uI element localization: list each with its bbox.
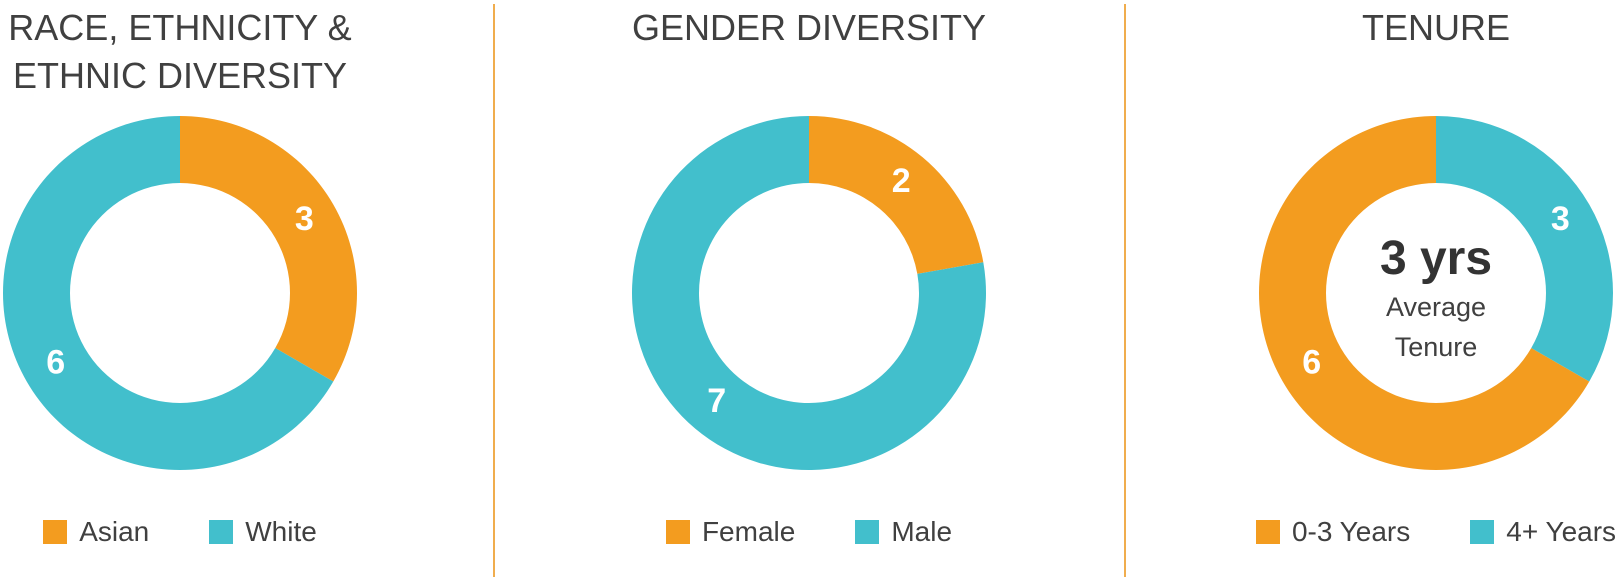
center-label: 3 yrs: [1379, 232, 1493, 285]
legend-label: Male: [891, 516, 953, 547]
slice-label: 2: [892, 162, 911, 200]
donut-slice: [809, 116, 984, 274]
donut-slice: [3, 116, 334, 470]
legend-label: Female: [701, 516, 796, 547]
legend-label: Asian: [79, 516, 150, 547]
legend-item: Male: [855, 516, 952, 548]
legend-swatch: [43, 520, 68, 544]
legend: Asian White: [0, 516, 390, 548]
donut-slice: [1436, 115, 1614, 382]
legend-swatch: [855, 520, 880, 544]
slice-label: 7: [707, 382, 726, 420]
center-annotation: 3 yrs Average Tenure: [1336, 231, 1536, 367]
legend-label: 4+ Years: [1506, 516, 1616, 547]
legend: Female Male: [599, 516, 1019, 548]
chart-title: GENDER DIVERSITY: [631, 7, 987, 48]
donut-slice: [1259, 116, 1590, 470]
legend-swatch: [209, 520, 234, 544]
chart-title: RACE, ETHNICITY & ETHNIC DIVERSITY: [8, 7, 352, 96]
legend-item: Asian: [43, 516, 149, 548]
legend-label: White: [245, 516, 317, 547]
donut-slice: [632, 116, 987, 470]
legend-item: White: [209, 516, 317, 548]
center-note: Average Tenure: [1385, 292, 1487, 362]
slice-label: 3: [1551, 200, 1570, 238]
chart-title: TENURE: [1361, 7, 1510, 48]
slice-label: 6: [1302, 344, 1321, 382]
divider: [493, 4, 495, 577]
legend-swatch: [1470, 520, 1495, 544]
legend-label: 0-3 Years: [1291, 516, 1411, 547]
legend-item: Female: [665, 516, 796, 548]
legend-item: 0-3 Years: [1255, 516, 1411, 548]
slice-label: 6: [46, 344, 65, 382]
legend-swatch: [1255, 520, 1280, 544]
donut-slice: [180, 116, 357, 382]
legend: 0-3 Years 4+ Years: [1226, 516, 1616, 548]
legend-swatch: [665, 520, 690, 544]
slice-label: 3: [295, 200, 314, 238]
divider: [1124, 4, 1126, 577]
legend-item: 4+ Years: [1470, 516, 1616, 548]
